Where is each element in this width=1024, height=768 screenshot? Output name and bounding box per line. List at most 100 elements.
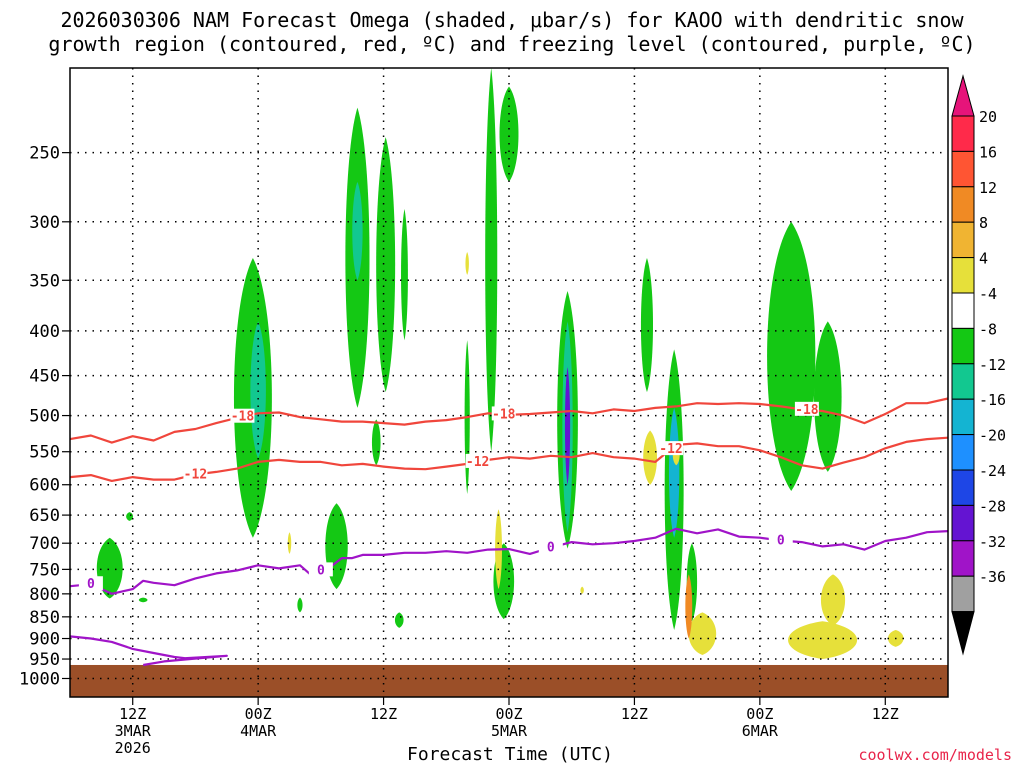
x-tick-label-0-1: 3MAR — [115, 722, 152, 740]
contour-0C-lower — [69, 635, 228, 667]
y-tick-label-13: 900 — [29, 630, 60, 650]
x-tick-label-3-1: 5MAR — [491, 722, 528, 740]
contour-label--18C-2: -18 — [795, 403, 819, 418]
omega-area-24 — [767, 221, 816, 491]
omega-area-0 — [96, 537, 123, 599]
x-tick-label-1-0: 00Z — [245, 705, 272, 723]
contour-label--12C-0: -12 — [184, 467, 207, 482]
x-tick-label-5-1: 6MAR — [742, 722, 779, 740]
chart-title-line-1: 2026030306 NAM Forecast Omega (shaded, μ… — [60, 8, 964, 32]
omega-area-2 — [138, 597, 148, 603]
y-tick-label-14: 950 — [29, 650, 60, 670]
colorbar-swatch-0 — [951, 115, 975, 152]
y-tick-label-7: 600 — [29, 476, 60, 496]
contour-label-0C-0: 0 — [87, 577, 95, 592]
colorbar-swatch-1 — [951, 150, 975, 188]
contour-label--18C-0: -18 — [231, 410, 255, 425]
x-tick-label-0-2: 2026 — [115, 739, 151, 757]
x-tick-label-6-0: 12Z — [872, 705, 899, 723]
contour-label-bg--18C-0 — [230, 408, 255, 423]
omega-shading-group — [96, 68, 904, 660]
contour-label-bg-0C-3 — [768, 532, 793, 547]
omega-area-20 — [640, 257, 654, 393]
contour-label-0C-1: 0 — [317, 563, 325, 578]
colorbar-label-11: -28 — [979, 497, 1006, 515]
omega-area-27 — [287, 532, 292, 554]
y-tick-label-10: 750 — [29, 560, 60, 580]
colorbar-swatch-7 — [951, 363, 975, 400]
contour-label-bg--18C-2 — [794, 401, 819, 416]
omega-area-22 — [668, 407, 680, 538]
colorbar-label-12: -32 — [979, 533, 1006, 551]
omega-area-7 — [376, 137, 396, 393]
colorbar-swatch-8 — [951, 398, 975, 436]
omega-area-15 — [499, 86, 519, 182]
contour-label-bg-0C-1 — [308, 562, 333, 577]
omega-area-12 — [394, 612, 404, 628]
colorbar-swatch-3 — [951, 221, 975, 259]
omega-area-26 — [465, 252, 469, 275]
contour-label-bg--18C-1 — [491, 406, 516, 421]
colorbar-label-10: -24 — [979, 462, 1006, 480]
x-tick-label-2-0: 12Z — [370, 705, 397, 723]
colorbar-swatch-4 — [951, 257, 975, 294]
omega-area-14 — [485, 68, 498, 452]
x-tick-label-4-0: 12Z — [621, 705, 648, 723]
y-tick-label-0: 250 — [29, 144, 60, 164]
contour-label-bg--12C-1 — [465, 453, 490, 468]
y-tick-label-4: 450 — [29, 367, 60, 387]
omega-area-8 — [401, 208, 408, 341]
ground-group — [70, 664, 948, 697]
omega-area-34 — [820, 574, 846, 626]
contour--12C — [69, 436, 949, 482]
omega-area-9 — [371, 419, 381, 466]
colorbar-label-5: -4 — [979, 285, 997, 303]
colorbar-label-2: 12 — [979, 179, 997, 197]
omega-area-11 — [297, 597, 303, 613]
x-tick-label-3-0: 00Z — [495, 705, 522, 723]
colorbar-label-1: 16 — [979, 143, 997, 161]
contour-label--12C-2: -12 — [659, 442, 682, 457]
ground-fill — [70, 664, 948, 697]
colorbar-swatch-2 — [951, 186, 975, 223]
colorbar-swatch-10 — [951, 469, 975, 506]
y-tick-label-2: 350 — [29, 271, 60, 291]
contour-label-0C-3: 0 — [777, 533, 785, 548]
x-tick-label-5-0: 00Z — [746, 705, 773, 723]
omega-area-25 — [814, 321, 842, 472]
omega-area-1 — [126, 512, 134, 521]
contour-label-bg-0C-0 — [78, 576, 103, 591]
contour-label-bg--12C-0 — [183, 466, 208, 481]
y-tick-label-15: 1000 — [19, 669, 60, 689]
omega-area-19 — [564, 367, 571, 485]
chart-title-line-2: growth region (contoured, red, ºC) and f… — [48, 32, 976, 56]
omega-area-30 — [643, 430, 658, 485]
omega-area-29 — [580, 586, 584, 594]
site-credit: coolwx.com/models — [858, 746, 1012, 764]
colorbar-swatch-5 — [951, 292, 975, 329]
y-tick-label-6: 550 — [29, 443, 60, 463]
y-tick-label-8: 650 — [29, 506, 60, 526]
colorbar-label-9: -20 — [979, 427, 1006, 445]
omega-area-32 — [688, 612, 717, 656]
colorbar-group: 20 16 12 8 4 -4 -8 -12 -16 -20 -24 -28 -32 -36 — [951, 74, 1006, 656]
colorbar-swatch-11 — [951, 504, 975, 542]
contour-label--18C-1: -18 — [492, 407, 516, 422]
colorbar-swatch-12 — [951, 540, 975, 577]
contour-label--12C-1: -12 — [466, 455, 489, 470]
colorbar-label-7: -12 — [979, 356, 1006, 374]
colorbar-label-4: 4 — [979, 250, 988, 268]
contour-label-bg-0C-2 — [538, 539, 563, 554]
axes-group: 2503003504004505005506006507007508008509… — [19, 67, 949, 757]
colorbar-bottom-arrow — [951, 611, 975, 656]
colorbar-label-3: 8 — [979, 214, 988, 232]
colorbar-label-13: -36 — [979, 568, 1006, 586]
colorbar-swatch-9 — [951, 434, 975, 471]
colorbar-swatch-13 — [951, 575, 975, 613]
y-tick-label-12: 850 — [29, 608, 60, 628]
y-tick-label-5: 500 — [29, 407, 60, 427]
omega-area-6 — [352, 181, 363, 281]
colorbar-swatch-6 — [951, 327, 975, 365]
omega-area-36 — [685, 574, 693, 639]
